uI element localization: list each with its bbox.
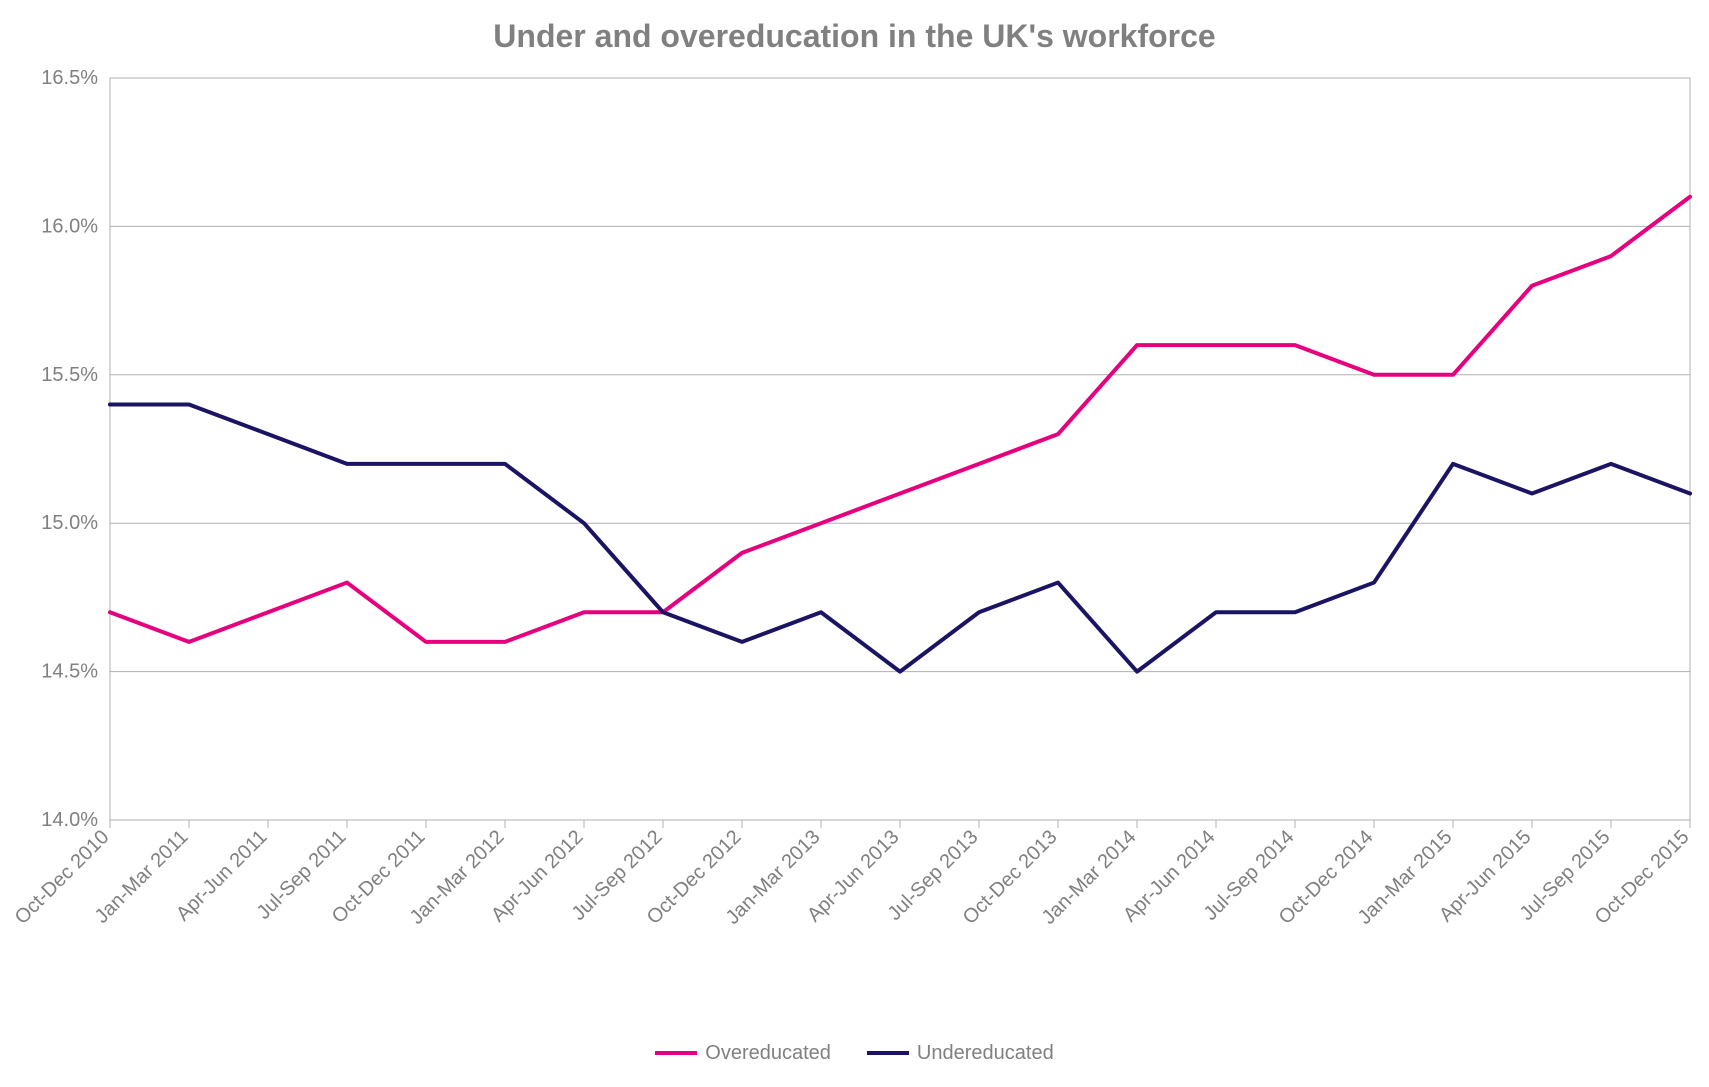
y-tick-label: 15.0% (41, 512, 98, 534)
y-tick-label: 15.5% (41, 364, 98, 386)
legend-item: Undereducated (867, 1042, 1054, 1065)
legend-label: Overeducated (705, 1042, 831, 1065)
chart-container: Under and overeducation in the UK's work… (0, 0, 1709, 1087)
chart-title: Under and overeducation in the UK's work… (0, 18, 1709, 55)
y-tick-label: 14.5% (41, 661, 98, 683)
legend-swatch (867, 1051, 909, 1055)
line-chart-svg: 14.0%14.5%15.0%15.5%16.0%16.5%Oct-Dec 20… (0, 0, 1709, 1087)
legend-item: Overeducated (655, 1042, 831, 1065)
y-tick-label: 14.0% (41, 809, 98, 831)
y-tick-label: 16.0% (41, 215, 98, 237)
legend: Overeducated Undereducated (0, 1038, 1709, 1065)
legend-label: Undereducated (917, 1042, 1054, 1065)
legend-swatch (655, 1051, 697, 1055)
y-tick-label: 16.5% (41, 67, 98, 89)
